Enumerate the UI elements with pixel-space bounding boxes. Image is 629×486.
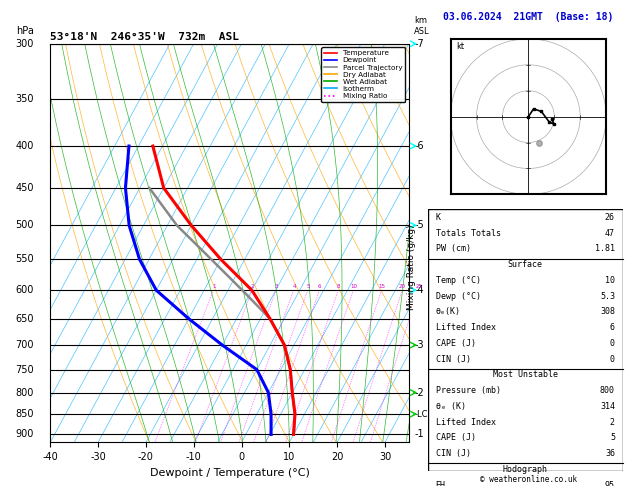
Text: 10: 10 bbox=[350, 284, 357, 289]
Text: -LCL: -LCL bbox=[415, 410, 432, 418]
Text: 400: 400 bbox=[16, 141, 34, 151]
Text: 2: 2 bbox=[610, 417, 615, 427]
Text: 8: 8 bbox=[337, 284, 340, 289]
Text: 900: 900 bbox=[16, 430, 34, 439]
Text: -3: -3 bbox=[415, 340, 424, 350]
Text: 650: 650 bbox=[16, 313, 34, 324]
Text: Surface: Surface bbox=[508, 260, 543, 269]
Text: 850: 850 bbox=[16, 409, 34, 419]
Text: 5.3: 5.3 bbox=[600, 292, 615, 301]
Text: CAPE (J): CAPE (J) bbox=[435, 434, 476, 442]
Text: 2: 2 bbox=[251, 284, 254, 289]
Text: Hodograph: Hodograph bbox=[503, 465, 548, 474]
Text: 6: 6 bbox=[610, 323, 615, 332]
Text: © weatheronline.co.uk: © weatheronline.co.uk bbox=[480, 474, 577, 484]
Text: 5: 5 bbox=[610, 434, 615, 442]
Text: -4: -4 bbox=[415, 285, 424, 295]
Text: 15: 15 bbox=[379, 284, 386, 289]
Text: 53°18'N  246°35'W  732m  ASL: 53°18'N 246°35'W 732m ASL bbox=[50, 32, 239, 42]
Text: 20: 20 bbox=[399, 284, 406, 289]
Text: 0: 0 bbox=[610, 339, 615, 348]
Text: CAPE (J): CAPE (J) bbox=[435, 339, 476, 348]
Text: 500: 500 bbox=[16, 221, 34, 230]
Text: -5: -5 bbox=[415, 221, 424, 230]
Text: 350: 350 bbox=[16, 94, 34, 104]
Text: 4: 4 bbox=[292, 284, 296, 289]
Text: CIN (J): CIN (J) bbox=[435, 355, 470, 364]
Text: -2: -2 bbox=[415, 387, 424, 398]
Text: 450: 450 bbox=[16, 183, 34, 193]
Text: EH: EH bbox=[435, 481, 445, 486]
Text: Lifted Index: Lifted Index bbox=[435, 417, 496, 427]
Text: Pressure (mb): Pressure (mb) bbox=[435, 386, 501, 395]
Text: 1.81: 1.81 bbox=[595, 244, 615, 253]
Text: 700: 700 bbox=[16, 340, 34, 350]
FancyBboxPatch shape bbox=[428, 209, 623, 471]
Text: Dewp (°C): Dewp (°C) bbox=[435, 292, 481, 301]
Text: PW (cm): PW (cm) bbox=[435, 244, 470, 253]
Text: -1: -1 bbox=[415, 430, 424, 439]
Text: 550: 550 bbox=[16, 254, 34, 264]
Text: 800: 800 bbox=[600, 386, 615, 395]
Text: CIN (J): CIN (J) bbox=[435, 449, 470, 458]
Text: km
ASL: km ASL bbox=[415, 17, 430, 36]
Text: kt: kt bbox=[456, 42, 464, 51]
Text: 36: 36 bbox=[605, 449, 615, 458]
Text: Totals Totals: Totals Totals bbox=[435, 228, 501, 238]
Text: -6: -6 bbox=[415, 141, 424, 151]
Text: 308: 308 bbox=[600, 308, 615, 316]
Text: 750: 750 bbox=[16, 364, 34, 375]
Text: 600: 600 bbox=[16, 285, 34, 295]
Text: hPa: hPa bbox=[16, 26, 34, 36]
Text: θₑ(K): θₑ(K) bbox=[435, 308, 460, 316]
Text: 800: 800 bbox=[16, 387, 34, 398]
Text: 95: 95 bbox=[605, 481, 615, 486]
Text: 300: 300 bbox=[16, 39, 34, 49]
X-axis label: Dewpoint / Temperature (°C): Dewpoint / Temperature (°C) bbox=[150, 468, 309, 478]
Text: 314: 314 bbox=[600, 402, 615, 411]
Text: 5: 5 bbox=[306, 284, 310, 289]
Text: θₑ (K): θₑ (K) bbox=[435, 402, 465, 411]
Text: 3: 3 bbox=[275, 284, 278, 289]
Text: 03.06.2024  21GMT  (Base: 18): 03.06.2024 21GMT (Base: 18) bbox=[443, 12, 613, 22]
Text: 26: 26 bbox=[605, 213, 615, 222]
Text: 10: 10 bbox=[605, 276, 615, 285]
Text: Temp (°C): Temp (°C) bbox=[435, 276, 481, 285]
Text: 25: 25 bbox=[416, 284, 423, 289]
Text: 47: 47 bbox=[605, 228, 615, 238]
Text: 1: 1 bbox=[212, 284, 216, 289]
Text: 6: 6 bbox=[318, 284, 321, 289]
Legend: Temperature, Dewpoint, Parcel Trajectory, Dry Adiabat, Wet Adiabat, Isotherm, Mi: Temperature, Dewpoint, Parcel Trajectory… bbox=[321, 47, 405, 102]
Text: 0: 0 bbox=[610, 355, 615, 364]
Text: Lifted Index: Lifted Index bbox=[435, 323, 496, 332]
Text: Most Unstable: Most Unstable bbox=[493, 370, 558, 380]
Text: -7: -7 bbox=[415, 39, 424, 49]
Text: Mixing Ratio (g/kg): Mixing Ratio (g/kg) bbox=[408, 225, 416, 310]
Text: K: K bbox=[435, 213, 440, 222]
